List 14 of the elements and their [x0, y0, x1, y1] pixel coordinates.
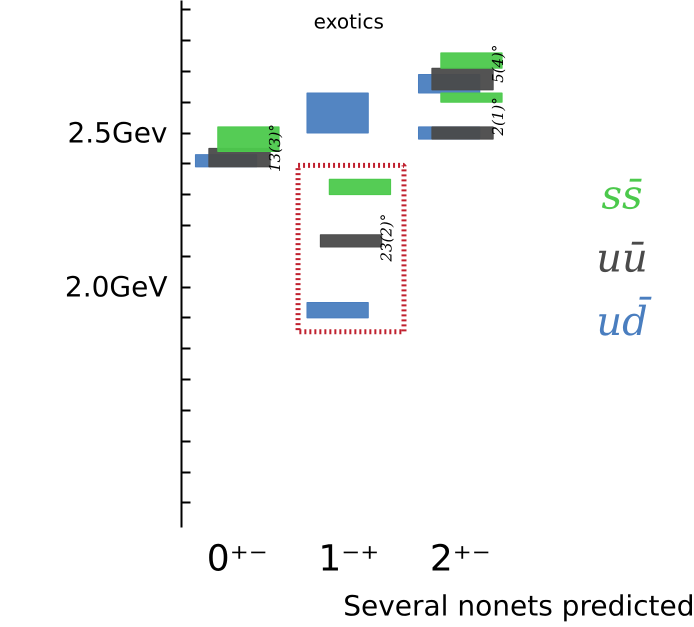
- text: ss̄: [601, 172, 643, 218]
- annotation: 13(3)°: [266, 124, 284, 172]
- annotation: exotics: [314, 10, 384, 34]
- text: uū: [596, 236, 648, 282]
- y-tick-label: 2.5Gev: [67, 116, 168, 150]
- text: ud̄: [596, 296, 652, 345]
- x-tick-label: 1⁻⁺: [318, 538, 380, 580]
- annotation: 5(4)°: [489, 44, 508, 83]
- annotation: 23(2)°: [378, 214, 396, 263]
- annotation: 2(1)°: [489, 97, 508, 137]
- text: Several nonets predicted: [343, 590, 694, 622]
- x-tick-label: 0⁺⁻: [206, 538, 268, 580]
- y-tick-label: 2.0GeV: [64, 270, 168, 304]
- x-tick-label: 2⁺⁻: [430, 538, 491, 580]
